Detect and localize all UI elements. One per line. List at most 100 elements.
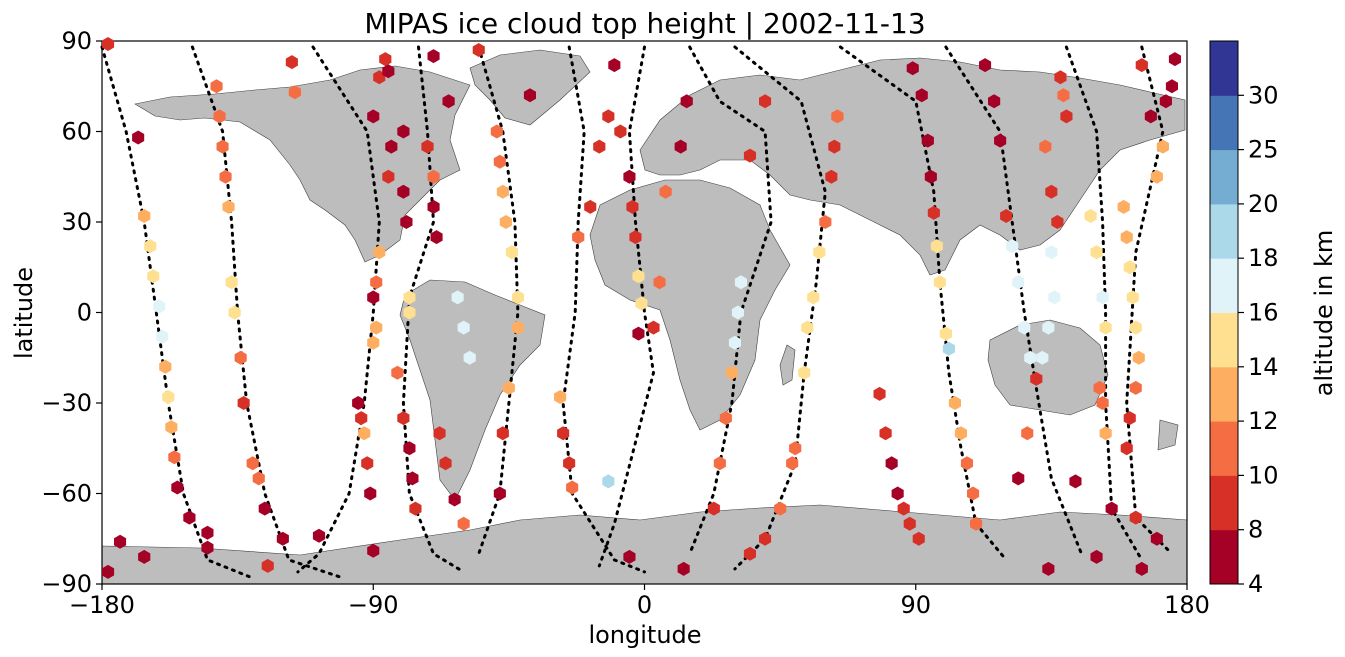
orbit-track bbox=[944, 45, 1083, 556]
cloud-point bbox=[373, 245, 386, 260]
cloud-point bbox=[367, 109, 380, 124]
cloud-point bbox=[786, 456, 799, 471]
cloud-point bbox=[261, 558, 274, 573]
x-tick-label: 0 bbox=[637, 591, 652, 619]
cloud-point bbox=[400, 215, 413, 229]
cloud-point bbox=[743, 148, 756, 163]
cloud-point bbox=[774, 501, 787, 516]
cloud-point bbox=[789, 441, 802, 456]
cloud-point bbox=[1123, 260, 1136, 275]
x-tick-label: −180 bbox=[69, 591, 135, 619]
cloud-point bbox=[225, 275, 238, 290]
cloud-point bbox=[608, 58, 621, 73]
cloud-point bbox=[523, 88, 536, 103]
cloud-point bbox=[891, 486, 904, 501]
cloud-point bbox=[1135, 561, 1148, 576]
cloud-point bbox=[1120, 230, 1133, 245]
cloud-point bbox=[159, 359, 172, 374]
cloud-point bbox=[1126, 290, 1139, 305]
cloud-point bbox=[647, 320, 660, 335]
cloud-point bbox=[1123, 411, 1136, 426]
colorbar-tick-label: 4 bbox=[1248, 570, 1263, 598]
orbit-track bbox=[401, 45, 466, 574]
cloud-point bbox=[927, 205, 940, 220]
colorbar-tick-label: 18 bbox=[1248, 244, 1279, 272]
land-africa bbox=[589, 179, 791, 431]
cloud-point bbox=[563, 456, 576, 471]
cloud-point bbox=[885, 456, 898, 471]
cloud-point bbox=[493, 486, 506, 501]
colorbar-tick-label: 10 bbox=[1248, 461, 1279, 489]
cloud-point bbox=[970, 516, 983, 531]
cloud-point bbox=[1090, 245, 1103, 260]
cloud-point bbox=[505, 245, 518, 260]
cloud-point bbox=[801, 320, 814, 335]
y-tick-label: 0 bbox=[77, 299, 92, 327]
colorbar-segment bbox=[1210, 312, 1238, 368]
chart-title: MIPAS ice cloud top height | 2002-11-13 bbox=[364, 7, 925, 40]
x-tick-label: 90 bbox=[900, 591, 931, 619]
cloud-point bbox=[433, 426, 446, 441]
cloud-point bbox=[635, 296, 648, 311]
cloud-point bbox=[427, 199, 440, 214]
cloud-point bbox=[629, 230, 642, 245]
cloud-point bbox=[472, 43, 485, 57]
cloud-point bbox=[382, 64, 395, 79]
colorbar-tick-label: 16 bbox=[1248, 299, 1279, 327]
cloud-point bbox=[237, 396, 250, 410]
cloud-point bbox=[1129, 510, 1142, 525]
colorbar-tick-label: 8 bbox=[1248, 516, 1263, 544]
cloud-point bbox=[490, 124, 503, 139]
cloud-point bbox=[1099, 426, 1112, 441]
colorbar-segment bbox=[1210, 421, 1238, 476]
land-australia bbox=[987, 319, 1109, 416]
cloud-point bbox=[879, 426, 892, 441]
cloud-point bbox=[1150, 531, 1163, 546]
land-europe-asia bbox=[639, 57, 1186, 276]
cloud-point bbox=[915, 88, 928, 103]
y-tick-label: −60 bbox=[41, 480, 92, 508]
cloud-point bbox=[511, 290, 524, 305]
cloud-point bbox=[912, 531, 925, 546]
cloud-point bbox=[463, 350, 476, 365]
cloud-point bbox=[228, 305, 241, 320]
cloud-point bbox=[312, 528, 326, 543]
cloud-point bbox=[216, 139, 229, 154]
cloud-point bbox=[632, 269, 645, 284]
colorbar-segment bbox=[1210, 366, 1238, 422]
cloud-point bbox=[153, 299, 166, 314]
cloud-point bbox=[1120, 441, 1133, 456]
cloud-point bbox=[813, 245, 826, 260]
cloud-point bbox=[1021, 426, 1034, 441]
cloud-point bbox=[1165, 79, 1178, 94]
cloud-point bbox=[828, 139, 841, 154]
cloud-point bbox=[1144, 109, 1157, 124]
cloud-point bbox=[731, 305, 744, 320]
cloud-point bbox=[1096, 290, 1109, 305]
cloud-point bbox=[448, 492, 461, 507]
cloud-point bbox=[406, 471, 419, 486]
cloud-point bbox=[653, 275, 666, 290]
cloud-point bbox=[370, 275, 383, 290]
cloud-point bbox=[373, 70, 386, 85]
orbit-track bbox=[561, 45, 646, 574]
cloud-point bbox=[725, 365, 738, 380]
cloud-point bbox=[1090, 549, 1103, 564]
cloud-point bbox=[493, 154, 506, 169]
cloud-point bbox=[397, 124, 410, 139]
cloud-point bbox=[1129, 320, 1142, 335]
colorbar-segment bbox=[1210, 475, 1238, 531]
cloud-point bbox=[707, 501, 720, 516]
cloud-point bbox=[1105, 501, 1118, 516]
cloud-point bbox=[713, 456, 726, 471]
orbit-track bbox=[688, 45, 773, 556]
cloud-point bbox=[1045, 245, 1058, 260]
cloud-point bbox=[168, 450, 181, 465]
colorbar-ticks: 4 8 10 12 14 16 18 20 25 30 bbox=[1238, 81, 1279, 598]
cloud-point bbox=[1093, 380, 1106, 395]
cloud-point bbox=[924, 169, 937, 184]
cloud-points bbox=[102, 37, 1181, 579]
cloud-point bbox=[246, 456, 259, 471]
cloud-point bbox=[1057, 88, 1070, 103]
y-axis: −90 −60 −30 0 30 60 90 bbox=[41, 27, 102, 598]
